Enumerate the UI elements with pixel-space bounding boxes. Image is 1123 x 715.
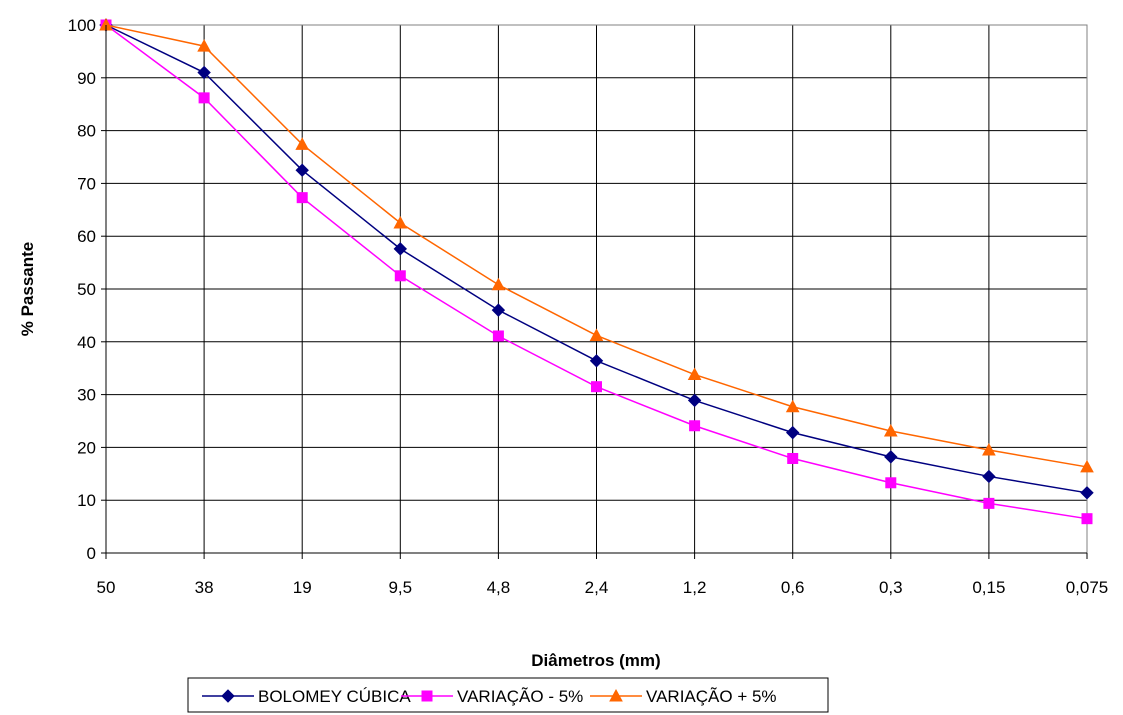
data-point-square [885,477,897,489]
data-point-triangle [687,367,702,381]
legend-item-3: VARIAÇÃO + 5% [590,687,777,706]
data-point-square [394,270,406,282]
data-point-diamond [785,425,800,440]
x-tick-label: 38 [195,578,214,597]
y-tick-label: 70 [77,174,96,193]
x-tick-label: 0,6 [781,578,805,597]
data-point-diamond [491,303,506,317]
data-point-triangle [883,423,898,437]
data-point-square [689,420,701,432]
y-axis-ticks: 0 10 20 30 40 50 60 70 80 90 100 [68,16,106,563]
data-point-triangle [785,399,800,413]
x-tick-label: 19 [293,578,312,597]
y-tick-label: 60 [77,227,96,246]
series-3 [99,17,1094,473]
y-tick-label: 90 [77,69,96,88]
data-point-diamond [221,689,235,703]
legend: BOLOMEY CÚBICA VARIAÇÃO - 5% VARIAÇÃO + 5% [187,677,829,713]
x-tick-label: 9,5 [388,578,412,597]
x-tick-label: 50 [97,578,116,597]
legend-label: VARIAÇÃO + 5% [646,687,777,706]
data-point-triangle [393,215,408,229]
data-point-square [787,452,799,464]
data-point-diamond [197,65,211,80]
data-point-square [198,92,210,104]
y-tick-label: 20 [77,438,96,457]
x-tick-label: 0,075 [1066,578,1109,597]
y-tick-label: 0 [87,544,96,563]
data-point-triangle [982,442,996,456]
series-2 [100,19,1093,525]
x-tick-label: 0,15 [972,578,1005,597]
data-point-triangle [295,137,310,150]
data-point-diamond [393,242,408,256]
data-point-diamond [982,469,996,484]
series-1 [99,18,1094,500]
data-point-diamond [589,354,604,368]
series-group [99,17,1094,525]
x-tick-label: 0,3 [879,578,903,597]
data-point-square [421,690,433,702]
y-tick-label: 50 [77,280,96,299]
data-point-triangle [197,39,211,52]
y-tick-label: 30 [77,386,96,405]
y-tick-label: 40 [77,333,96,352]
data-point-diamond [295,163,309,177]
data-point-diamond [687,393,702,408]
data-point-square [591,381,602,393]
legend-item-1: BOLOMEY CÚBICA [202,687,411,706]
x-tick-label: 2,4 [585,578,609,597]
data-point-square [296,192,308,204]
y-tick-label: 80 [77,122,96,141]
x-axis-ticks: 50 38 19 9,5 4,8 2,4 1,2 0,6 0,3 0,15 0,075 [97,553,1109,597]
data-point-diamond [1080,486,1094,500]
data-point-square [492,330,504,342]
x-tick-label: 1,2 [683,578,707,597]
data-point-triangle [589,328,604,341]
legend-label: BOLOMEY CÚBICA [258,687,411,706]
legend-label: VARIAÇÃO - 5% [457,687,583,706]
data-point-square [1081,513,1093,525]
x-tick-label: 4,8 [487,578,511,597]
data-point-triangle [609,688,623,702]
y-tick-label: 100 [68,16,96,35]
data-point-triangle [1080,459,1094,473]
y-tick-label: 10 [77,491,96,510]
data-point-diamond [884,450,898,464]
data-point-triangle [491,277,506,291]
y-axis-title: % Passante [18,242,37,337]
x-axis-title: Diâmetros (mm) [531,651,660,670]
legend-item-2: VARIAÇÃO - 5% [401,687,583,706]
data-point-square [983,497,995,509]
legend-box [187,677,829,713]
